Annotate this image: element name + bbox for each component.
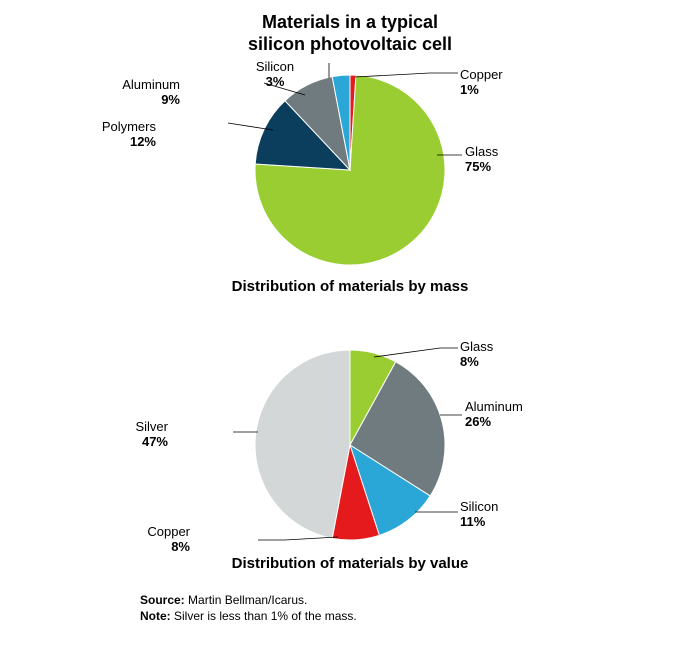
annot-name: Aluminum	[465, 400, 523, 415]
figure-root: Materials in a typical silicon photovolt…	[0, 0, 700, 660]
pie-slice-silver	[255, 350, 350, 538]
note-text: Silver is less than 1% of the mass.	[171, 609, 357, 623]
leader-copper	[355, 73, 458, 77]
annot-silicon: Silicon11%	[460, 500, 498, 530]
annot-pct: 3%	[256, 75, 294, 90]
annot-name: Aluminum	[122, 78, 180, 93]
footer: Source: Martin Bellman/Icarus. Note: Sil…	[140, 592, 357, 624]
annot-glass: Glass75%	[465, 145, 498, 175]
annot-pct: 75%	[465, 160, 498, 175]
value-chart-caption: Distribution of materials by value	[0, 555, 700, 572]
value-chart-svg	[0, 300, 700, 630]
leader-glass	[374, 348, 458, 357]
footer-source: Source: Martin Bellman/Icarus.	[140, 592, 357, 608]
annot-pct: 9%	[122, 93, 180, 108]
annot-name: Silver	[135, 420, 168, 435]
annot-glass: Glass8%	[460, 340, 493, 370]
annot-silver: Silver47%	[135, 420, 168, 450]
annot-pct: 47%	[135, 435, 168, 450]
annot-polymers: Polymers12%	[102, 120, 156, 150]
annot-name: Copper	[147, 525, 190, 540]
annot-copper: Copper1%	[460, 68, 503, 98]
annot-name: Glass	[465, 145, 498, 160]
annot-pct: 1%	[460, 83, 503, 98]
annot-pct: 8%	[147, 540, 190, 555]
source-text: Martin Bellman/Icarus.	[185, 593, 308, 607]
annot-pct: 26%	[465, 415, 523, 430]
annot-silicon: Silicon3%	[256, 60, 294, 90]
footer-note: Note: Silver is less than 1% of the mass…	[140, 608, 357, 624]
annot-aluminum: Aluminum9%	[122, 78, 180, 108]
annot-name: Polymers	[102, 120, 156, 135]
annot-pct: 11%	[460, 515, 498, 530]
annot-name: Silicon	[460, 500, 498, 515]
annot-copper: Copper8%	[147, 525, 190, 555]
annot-name: Silicon	[256, 60, 294, 75]
source-label: Source:	[140, 593, 185, 607]
annot-pct: 12%	[102, 135, 156, 150]
note-label: Note:	[140, 609, 171, 623]
annot-name: Glass	[460, 340, 493, 355]
annot-aluminum: Aluminum26%	[465, 400, 523, 430]
annot-name: Copper	[460, 68, 503, 83]
leader-copper	[258, 537, 338, 540]
mass-chart-caption: Distribution of materials by mass	[0, 278, 700, 295]
annot-pct: 8%	[460, 355, 493, 370]
